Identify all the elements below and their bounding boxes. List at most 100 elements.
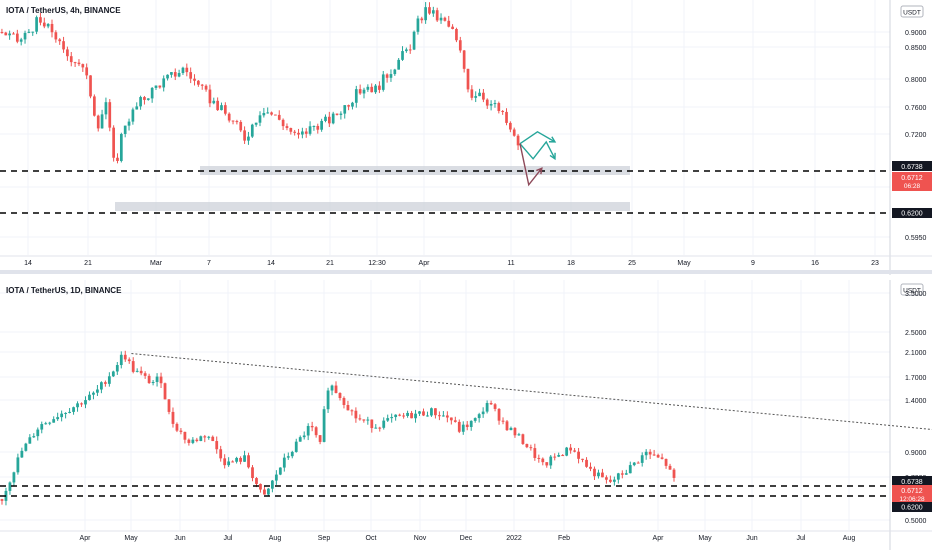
projection-arrow bbox=[519, 140, 556, 160]
candle-body bbox=[170, 72, 173, 75]
x-tick-label: Aug bbox=[269, 535, 282, 542]
candle-body bbox=[351, 102, 354, 107]
panel-bottom-1d[interactable]: IOTA / TetherUS, 1D, BINANCE USDT Apr May Ju… bbox=[0, 280, 932, 550]
candle-body bbox=[116, 157, 119, 161]
candle-body bbox=[366, 419, 370, 421]
candle-body bbox=[428, 7, 431, 14]
candle-body bbox=[270, 480, 274, 489]
y-tick-label: 1.4000 bbox=[905, 398, 927, 405]
candle-body bbox=[461, 424, 465, 432]
candle-body bbox=[406, 412, 409, 416]
candle-body bbox=[255, 478, 258, 484]
candle-body bbox=[589, 466, 592, 469]
candle-body bbox=[549, 456, 553, 466]
x-tick-label: Apr bbox=[419, 260, 431, 267]
candle-body bbox=[335, 113, 339, 115]
x-tick-label: Jul bbox=[797, 535, 806, 542]
candle-body bbox=[143, 373, 147, 376]
candle-body bbox=[203, 436, 207, 438]
candle-body bbox=[374, 427, 378, 429]
candle-body bbox=[347, 105, 350, 107]
candle-body bbox=[239, 121, 243, 131]
candle-body bbox=[401, 51, 404, 60]
candle-body bbox=[235, 457, 238, 462]
candle-body bbox=[410, 412, 413, 419]
current-price-countdown: 12:06:28 bbox=[899, 496, 925, 503]
candle-body bbox=[485, 403, 489, 412]
candle-body bbox=[301, 131, 304, 135]
candle-body bbox=[243, 130, 246, 141]
x-tick-label: Jun bbox=[746, 535, 757, 542]
x-tick-label: May bbox=[124, 535, 138, 542]
current-price-box bbox=[892, 172, 932, 191]
candle-body bbox=[163, 383, 167, 400]
candle-body bbox=[585, 459, 588, 467]
y-tick-label: 0.5000 bbox=[905, 518, 927, 525]
candle-body bbox=[509, 122, 512, 130]
candle-body bbox=[27, 31, 31, 33]
candle-body bbox=[127, 121, 131, 126]
panel-top-4h[interactable]: IOTA / TetherUS, 4h, BINANCE USDT 14 21 Mar 7… bbox=[0, 0, 932, 275]
level-label-box bbox=[892, 161, 932, 171]
candle-body bbox=[529, 447, 533, 449]
currency-label: USDT bbox=[903, 10, 921, 17]
candle-body bbox=[664, 458, 668, 466]
candle-body bbox=[370, 419, 374, 429]
candle-body bbox=[497, 103, 501, 111]
candle-body bbox=[405, 49, 408, 52]
candle-body bbox=[123, 354, 127, 360]
candle-body bbox=[281, 119, 285, 127]
x-tick-label: Aug bbox=[843, 535, 856, 542]
candle-body bbox=[493, 404, 497, 409]
candle-body bbox=[76, 403, 79, 408]
x-tick-label: 25 bbox=[628, 260, 636, 267]
candle-body bbox=[286, 456, 290, 458]
candle-body bbox=[517, 434, 521, 436]
candle-body bbox=[435, 10, 439, 21]
candle-body bbox=[96, 389, 99, 393]
candle-body bbox=[489, 103, 493, 106]
candle-body bbox=[274, 474, 278, 481]
candle-body bbox=[362, 89, 366, 94]
y-tick-label: 0.9000 bbox=[905, 450, 927, 457]
candle-body bbox=[302, 435, 306, 438]
y-tick-label: 0.7200 bbox=[905, 132, 927, 139]
candle-body bbox=[131, 361, 135, 372]
candle-body bbox=[62, 41, 65, 50]
candle-body bbox=[159, 376, 163, 384]
candle-body bbox=[44, 423, 48, 425]
candle-body bbox=[60, 413, 64, 418]
candle-body bbox=[187, 439, 191, 443]
candle-body bbox=[382, 420, 386, 428]
candle-body bbox=[378, 427, 382, 429]
candle-body bbox=[312, 125, 316, 127]
candle-body bbox=[593, 468, 596, 477]
candle-body bbox=[200, 84, 204, 86]
candle-body bbox=[398, 414, 402, 416]
x-tick-label: 9 bbox=[751, 260, 755, 267]
x-tick-label: Oct bbox=[366, 535, 377, 542]
candle-body bbox=[438, 415, 441, 417]
candle-body bbox=[434, 408, 437, 416]
level-label: 0.6738 bbox=[901, 479, 923, 486]
candle-body bbox=[339, 113, 343, 115]
y-tick-label: 0.8500 bbox=[905, 45, 927, 52]
candle-body bbox=[239, 457, 242, 462]
candle-body bbox=[648, 451, 652, 455]
candle-body bbox=[173, 72, 177, 77]
candle-body bbox=[370, 86, 374, 93]
candle-body bbox=[127, 359, 131, 362]
candle-body bbox=[219, 449, 223, 459]
candle-body bbox=[608, 479, 612, 482]
candle-body bbox=[204, 85, 208, 90]
candle-body bbox=[338, 393, 342, 399]
candle-body bbox=[258, 115, 262, 123]
candle-body bbox=[342, 398, 346, 406]
candle-body bbox=[146, 98, 150, 100]
candle-body bbox=[112, 127, 115, 158]
level-label-box bbox=[892, 208, 932, 218]
candle-body bbox=[632, 462, 636, 466]
candle-body bbox=[324, 116, 327, 121]
